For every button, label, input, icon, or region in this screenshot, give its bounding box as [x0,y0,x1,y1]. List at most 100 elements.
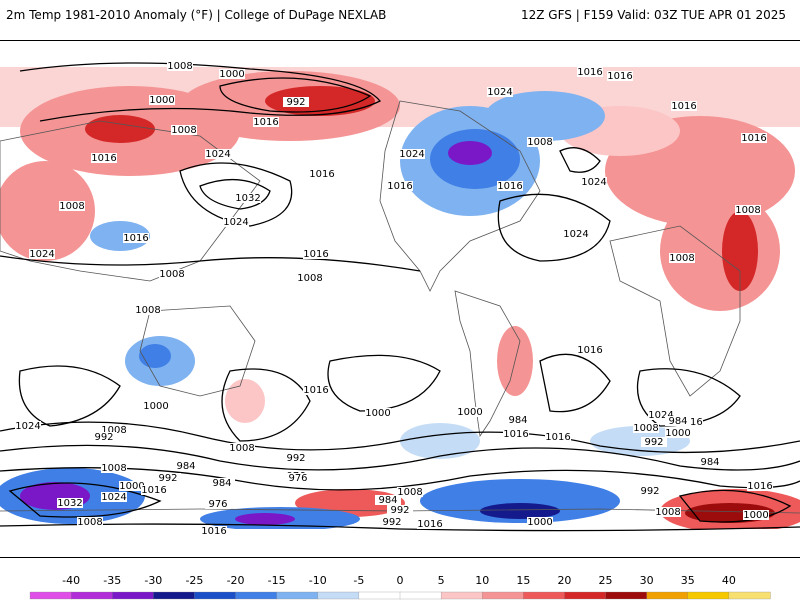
isobar-label: 992 [158,473,177,484]
isobar-label-bg [155,473,181,483]
isobar-label-bg [637,486,663,496]
legend-tick-label: 35 [681,574,695,587]
isobar-label-bg [741,133,767,143]
isobar-label-bg [101,425,127,435]
isobar-label: 1024 [205,149,230,160]
cold-area-greenland [485,91,605,141]
isobar-label-bg [671,101,697,111]
isobar-label: 1008 [59,201,84,212]
isobar-label: 1032 [57,498,82,509]
isobar-label-bg [235,193,261,203]
isobar-label: 1016 [387,181,412,192]
isobar-label: 1016 [417,519,442,530]
isobar-label-bg [655,507,681,517]
isobar-label-bg [375,495,401,505]
isobar-label: 1000 [149,95,174,106]
legend-tick-label: 0 [397,574,404,587]
isobar-label-bg [159,269,185,279]
warm-area-new-zealand [225,379,265,423]
isobar-label-bg [577,67,603,77]
isobar-label: 1008 [229,443,254,454]
cold-area-tibet [90,221,150,251]
isobar-label: 1024 [29,249,54,260]
legend-swatch [276,591,319,600]
isobar-label: 984 [508,415,527,426]
isobar-label-bg [633,423,659,433]
legend-tick-label: 40 [722,574,736,587]
isobar-label-bg [223,217,249,227]
isobar-label-bg [665,428,691,438]
legend-canvas: -40 -35 -30 -25 -20 -15 -10 -5 0 5 10 15 20 25 30 35 40 [29,574,771,600]
isobar-label: 1016 [741,133,766,144]
isobar-label: 1016 [123,233,148,244]
isobar-label-bg [669,253,695,263]
isobar-label: 1024 [223,217,248,228]
legend-tick-label: -25 [185,574,203,587]
isobar-label-bg [101,463,127,473]
isobar-label-bg [503,429,529,439]
isobar-label: 1016 [671,101,696,112]
isobar-label-bg [77,517,103,527]
isobar-label-bg [309,169,335,179]
isobar-label: 1008 [735,205,760,216]
isobar-label: 1016 [309,169,334,180]
warm-core-africa [722,211,758,291]
isobar-label-bg [365,408,391,418]
isobar-label-bg [648,410,674,420]
isobar-label: 1008 [527,137,552,148]
isobar-label-bg [229,443,255,453]
south-america-outline [454,290,521,438]
isobar-label-bg [135,305,161,315]
isobar-label-bg [457,407,483,417]
legend-tick-label: -15 [268,574,286,587]
africa-outline [609,225,741,397]
isobar-label-bg [527,137,553,147]
isobar-label: 984 [700,457,719,468]
map-canvas: 1008 1000 992 1000 1008 1016 1024 1016 1016 1024 1… [0,61,800,557]
isobar-label-bg [91,153,117,163]
legend-swatch [70,591,113,600]
isobar-label: 992 [382,517,401,528]
title-bar: 2m Temp 1981-2010 Anomaly (°F) | College… [0,0,800,30]
isobar-label: 1000 [527,517,552,528]
legend-tick-label: -5 [353,574,364,587]
isobar-labels: 1008 1000 992 1000 1008 1016 1024 1016 1016 1024 1… [15,61,773,537]
legend-swatch [564,591,607,600]
isobar-label-bg [57,498,83,508]
map-title: 2m Temp 1981-2010 Anomaly (°F) | College… [6,8,387,22]
isobar-label-bg [101,492,127,502]
isobar-line [678,489,792,523]
legend-swatch [399,591,442,600]
isobar-line [497,193,611,262]
isobar-label: 1008 [297,273,322,284]
isobar-label-bg [303,249,329,259]
isobar-label: 1024 [399,149,424,160]
isobar-line [539,353,611,413]
legend-tick-label: 25 [599,574,613,587]
isobar-label: 1032 [235,193,260,204]
legend-swatches [29,591,771,600]
legend-swatch [605,591,648,600]
isobar-line [0,444,800,471]
isobar-label-bg [283,453,309,463]
isobar-label: 1016 [303,249,328,260]
isobar-label-bg [747,481,773,491]
legend-swatch [29,591,72,600]
isobar-label-bg [743,510,769,520]
isobar-label: 1016 [545,432,570,443]
isobar-label: 1024 [581,177,606,188]
isobar-label: 1000 [119,481,144,492]
isobar-label: 992 [390,505,409,516]
legend-swatch [358,591,401,600]
isobar-label: 1016 [607,71,632,82]
isobar-label-bg [497,181,523,191]
model-run-info: 12Z GFS | F159 Valid: 03Z TUE APR 01 202… [520,8,786,22]
isobar-label-bg [171,125,197,135]
isobar-label: 1024 [648,410,673,421]
legend-swatch [235,591,278,600]
isobar-label-bg [527,517,553,527]
isobar-label: 1008 [655,507,680,518]
isobar-label: 1016 [253,117,278,128]
isobar-label-bg [285,473,311,483]
isobar-label: 1016 [303,385,328,396]
